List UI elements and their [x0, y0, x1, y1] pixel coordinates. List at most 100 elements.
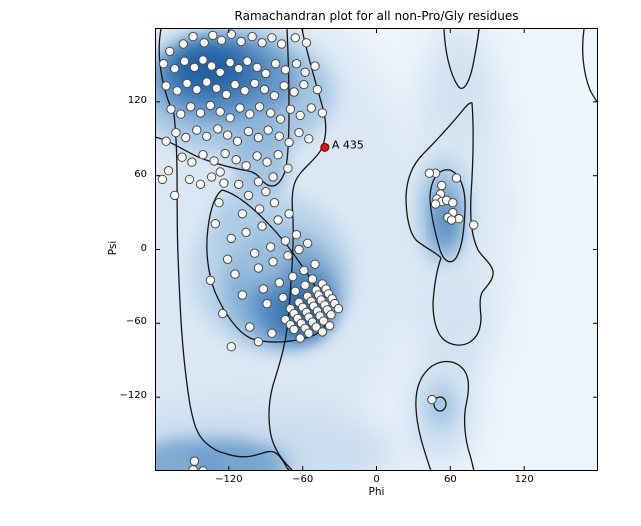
residue-dot — [253, 132, 264, 143]
residue-dot — [188, 465, 198, 471]
residue-dot — [219, 178, 229, 188]
residue-dot — [318, 316, 329, 326]
residue-dot — [302, 238, 313, 249]
residue-dot — [234, 179, 244, 190]
residue-dot — [283, 163, 293, 174]
residue-dot — [291, 59, 302, 69]
residue-dot — [216, 35, 227, 45]
contour-bottom-right-core — [433, 396, 447, 412]
residue-dot — [307, 274, 318, 284]
residue-dot — [198, 55, 208, 65]
contour-lines — [155, 28, 598, 471]
residue-dot — [157, 174, 168, 185]
y-tick-label: 60 — [134, 168, 147, 180]
residue-dot — [205, 275, 216, 286]
y-tick-label: −60 — [125, 316, 147, 328]
residue-dot — [210, 219, 220, 229]
residue-dot — [430, 199, 441, 209]
residue-dot — [245, 322, 255, 332]
residue-dot — [208, 30, 218, 41]
residue-dot — [241, 227, 251, 238]
residue-dot — [268, 257, 278, 267]
residue-dot — [277, 39, 287, 49]
residue-dot — [217, 308, 228, 319]
residue-dot — [240, 86, 250, 96]
residue-dot — [245, 109, 255, 119]
residue-dot — [181, 132, 191, 143]
residue-dot — [269, 198, 280, 208]
residue-dot — [446, 215, 457, 225]
residue-dot — [171, 127, 181, 138]
residue-dot — [199, 38, 209, 48]
residue-dot — [166, 104, 176, 114]
residue-dot — [211, 83, 222, 93]
residue-dot — [257, 221, 267, 231]
contour-outer-right — [268, 28, 327, 471]
residue-dot — [161, 81, 171, 91]
residue-dot — [312, 84, 323, 95]
residue-dot — [235, 103, 245, 113]
contour-outer-left — [158, 28, 291, 471]
plot-canvas: A 435 — [155, 28, 598, 471]
residue-dot — [184, 174, 195, 185]
residue-dot — [242, 56, 253, 66]
residue-dot — [258, 284, 269, 294]
residue-dot — [236, 36, 246, 47]
residue-dot — [284, 209, 294, 219]
residue-dot — [262, 298, 272, 309]
x-tick-label: 60 — [443, 474, 457, 485]
residue-dot — [295, 110, 305, 121]
residue-dot — [177, 152, 187, 162]
residue-dot — [220, 148, 230, 159]
x-tick-label: −60 — [292, 474, 314, 485]
contour-left-handed-inner — [429, 169, 466, 263]
residue-dot — [289, 87, 299, 97]
residue-dot — [317, 327, 328, 337]
residue-dot — [283, 251, 293, 261]
residue-dot — [273, 215, 283, 225]
residue-dot — [165, 46, 175, 57]
residue-dot — [310, 259, 320, 270]
residue-dot — [226, 233, 237, 244]
chart-title: Ramachandran plot for all non-Pro/Gly re… — [234, 9, 519, 23]
contour-top-teardrop — [443, 28, 480, 89]
residue-dot — [232, 136, 243, 146]
residue-dot — [304, 328, 314, 338]
residue-dot — [274, 131, 285, 142]
residue-dot — [325, 321, 335, 331]
residue-dot — [189, 62, 200, 73]
residue-dot — [215, 167, 225, 177]
outlier-dot — [320, 142, 330, 152]
residue-dot — [270, 59, 281, 69]
residue-dot — [424, 168, 435, 178]
residue-dot — [226, 342, 237, 352]
residue-dot — [179, 56, 190, 66]
y-tick-label: −120 — [119, 390, 147, 402]
residue-dot — [187, 157, 197, 167]
residue-dot — [290, 286, 301, 296]
residue-dot — [254, 102, 265, 112]
residue-dot — [215, 107, 225, 117]
residue-dot — [295, 333, 305, 343]
residue-dot — [222, 130, 233, 140]
residue-dot — [170, 63, 180, 74]
residue-dot — [237, 209, 248, 219]
residue-dot — [176, 109, 186, 119]
residue-dot — [192, 125, 202, 135]
contour-alpha-inner — [206, 189, 328, 343]
residue-dot — [198, 150, 208, 160]
residue-dot — [192, 84, 202, 95]
residue-dot — [161, 136, 171, 146]
residue-dot — [275, 114, 286, 124]
residue-dot — [182, 78, 192, 89]
residue-dot — [289, 324, 299, 335]
residue-dot — [299, 79, 309, 90]
residue-dot — [273, 150, 283, 160]
residue-dot — [163, 166, 174, 176]
residue-dot — [195, 108, 206, 118]
residue-dot — [206, 61, 217, 71]
residue-dot — [262, 157, 272, 167]
residue-dot — [300, 67, 310, 77]
residue-dot — [213, 124, 223, 134]
